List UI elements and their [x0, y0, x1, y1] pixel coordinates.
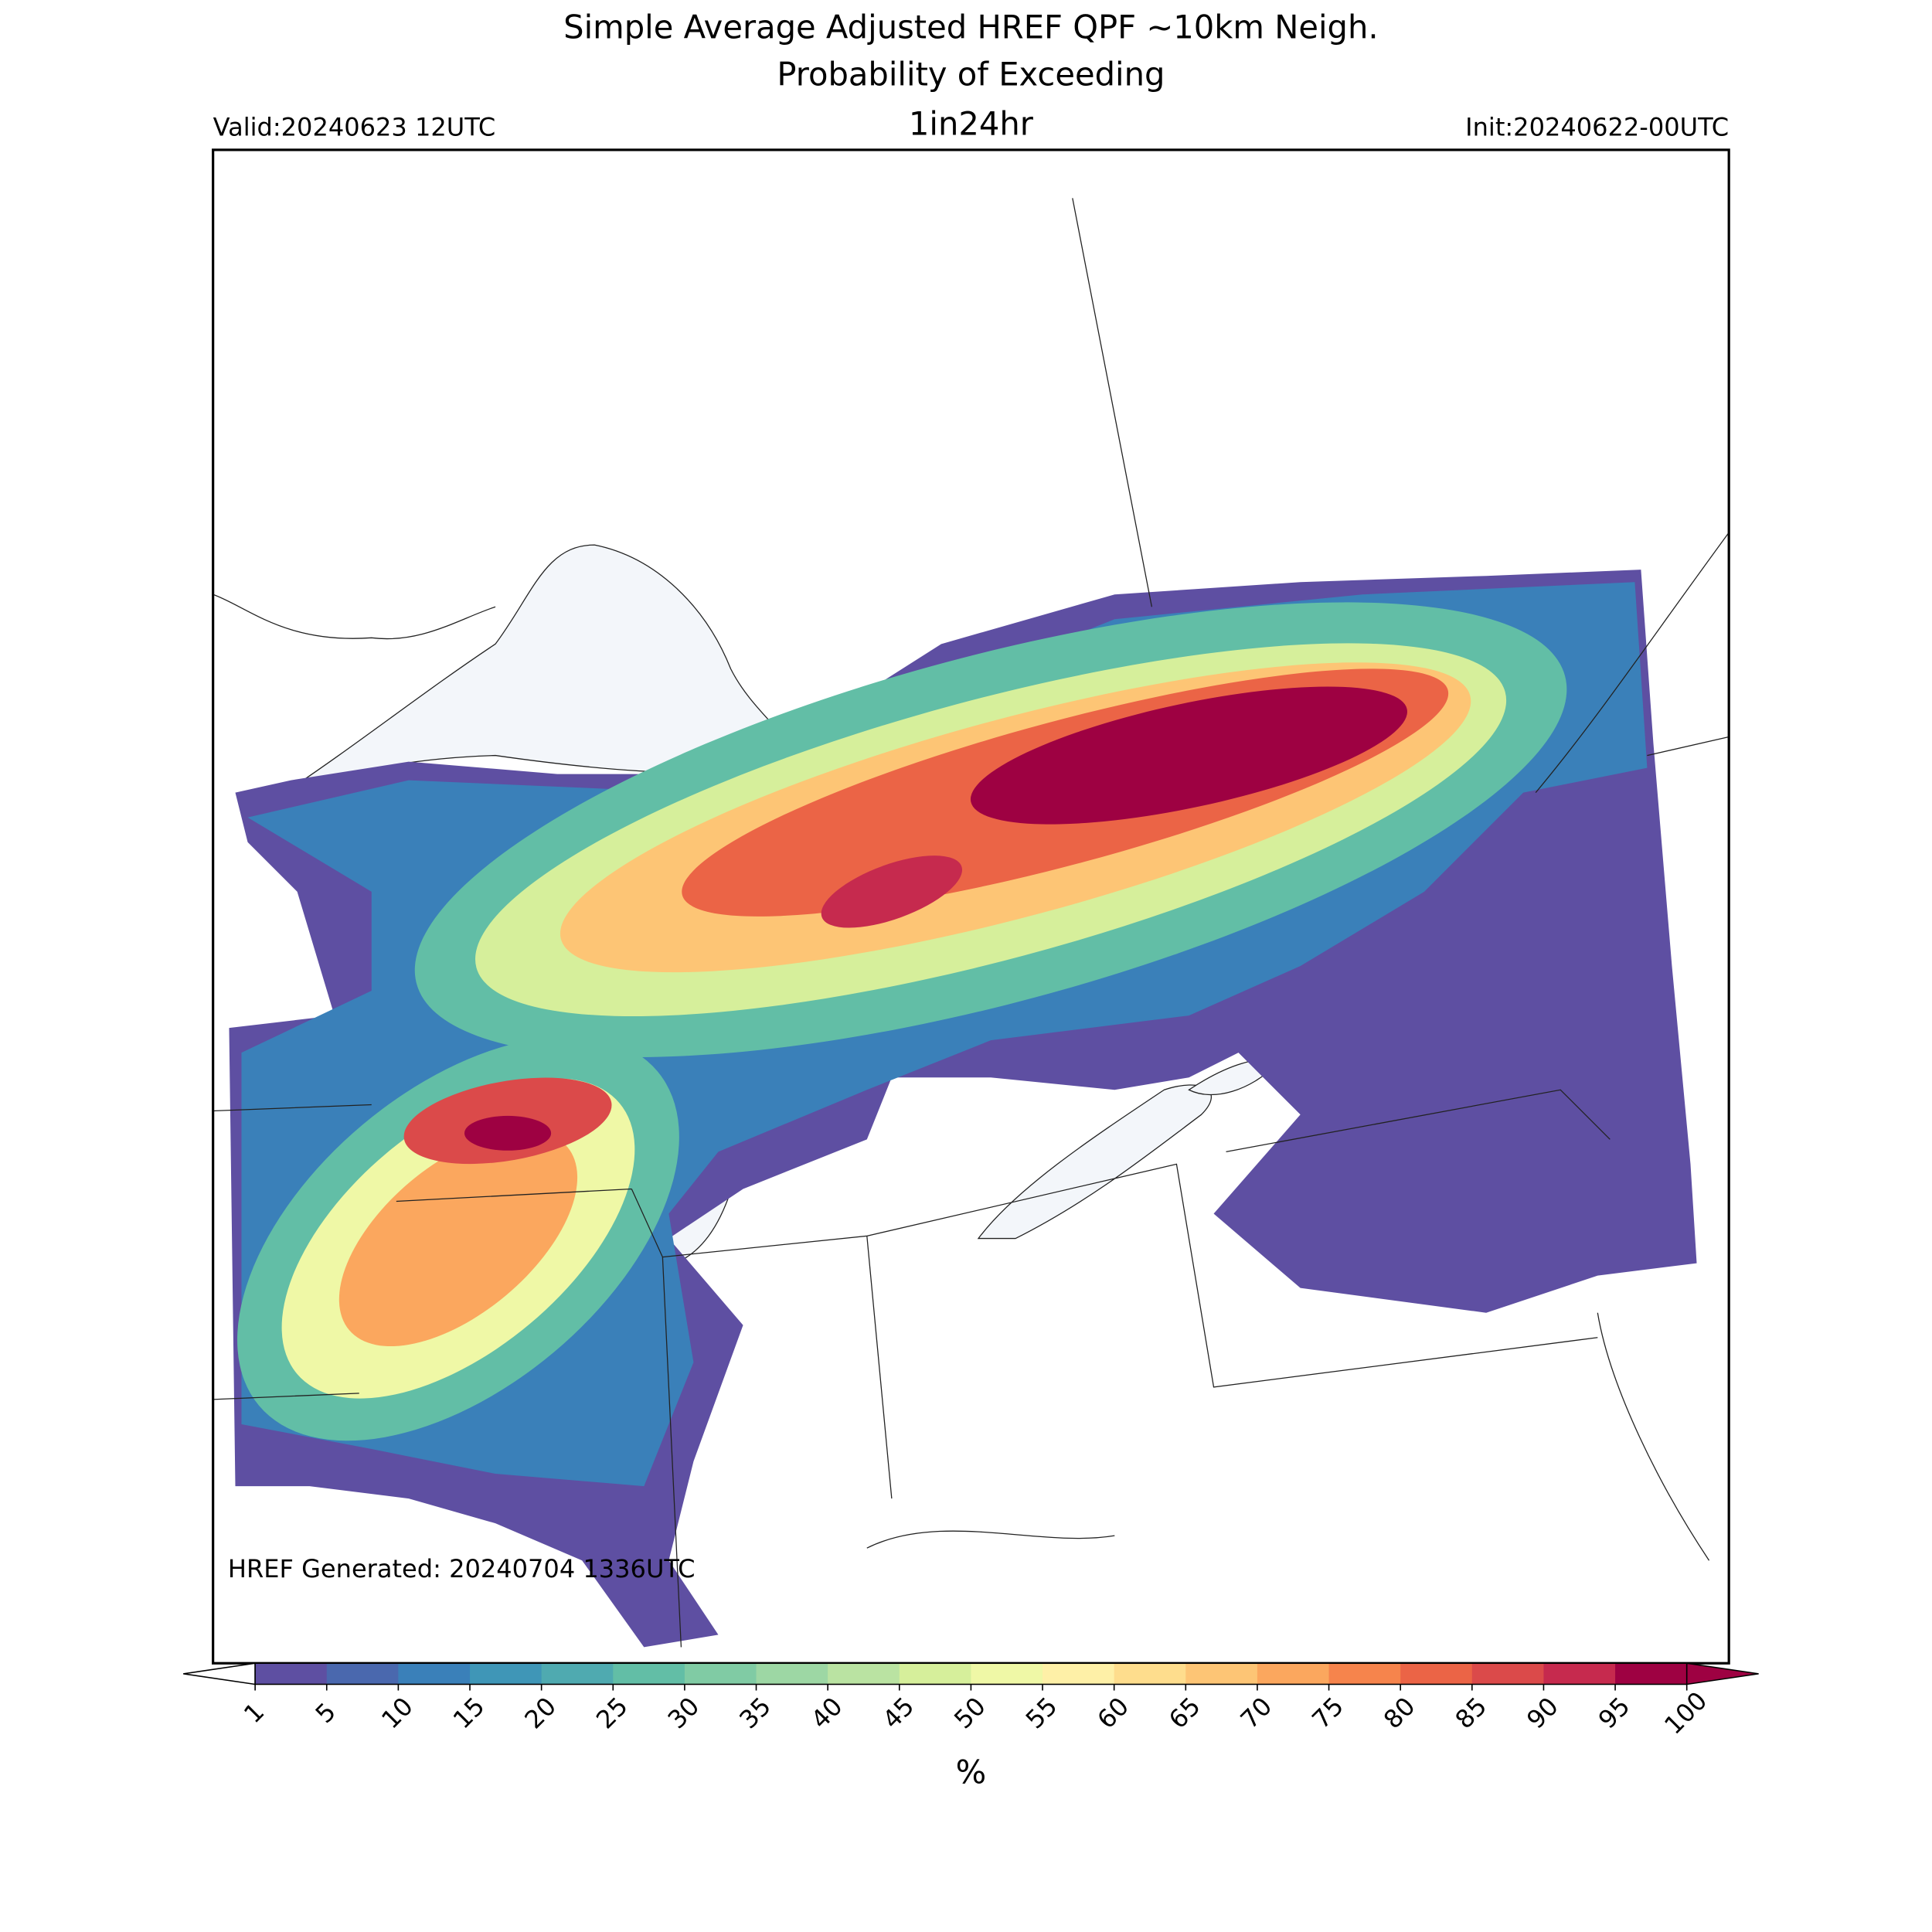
colorbar-segment: [684, 1663, 757, 1685]
valid-time: Valid:20240623 12UTC: [213, 113, 496, 142]
colorbar-segment: [1114, 1663, 1187, 1685]
colorbar-segment: [971, 1663, 1043, 1685]
colorbar-segment: [398, 1663, 471, 1685]
colorbar-segment: [828, 1663, 900, 1685]
colorbar-tick-label: 70: [1235, 1692, 1278, 1735]
colorbar-segment: [1328, 1663, 1401, 1685]
colorbar-tick-label: 5: [310, 1697, 342, 1729]
title-line: Simple Average Adjusted HREF QPF ~10km N…: [563, 8, 1379, 46]
title-line: Probability of Exceeding: [777, 55, 1165, 93]
colorbar-tick-label: 100: [1658, 1685, 1713, 1740]
colorbar-tick-label: 50: [948, 1692, 992, 1735]
colorbar-segment: [1400, 1663, 1473, 1685]
colorbar-segment: [1543, 1663, 1616, 1685]
colorbar: 1 5 10 15 20 25 30 35 40 45 50 55 60 65 70 75 80 85 90 95 10…: [183, 1662, 1759, 1791]
lake-erie: [977, 1084, 1212, 1240]
colorbar-segment: [541, 1663, 614, 1685]
colorbar-segment: [756, 1663, 828, 1685]
colorbar-tick-label: 95: [1593, 1692, 1636, 1735]
colorbar-segment: [326, 1663, 400, 1685]
colorbar-tick-label: 30: [662, 1692, 706, 1735]
precip-core: [237, 602, 1567, 1441]
colorbar-tick-label: 35: [733, 1692, 777, 1735]
border: [213, 198, 1730, 1648]
colorbar-tick-label: 15: [447, 1692, 491, 1735]
colorbar-segment: [613, 1663, 685, 1685]
init-time: Init:20240622-00UTC: [1465, 113, 1729, 142]
colorbar-tick-label: 45: [877, 1692, 920, 1735]
colorbar-segment: [1043, 1663, 1115, 1685]
colorbar-segment: [470, 1663, 543, 1685]
colorbar-segment: [1471, 1663, 1545, 1685]
colorbar-tick-label: 60: [1091, 1692, 1134, 1735]
colorbar-tick-label: 10: [376, 1692, 419, 1735]
colorbar-tick-label: 75: [1306, 1692, 1349, 1735]
colorbar-tick-label: 40: [805, 1692, 849, 1735]
subtitle: 1in24hr: [909, 104, 1034, 142]
colorbar-segment: [1615, 1663, 1688, 1685]
colorbar-tick-label: 90: [1521, 1692, 1564, 1735]
colorbar-tick-label: 25: [590, 1692, 634, 1735]
map: [213, 198, 1730, 1648]
colorbar-over: [1685, 1662, 1759, 1685]
colorbar-tick-label: 85: [1450, 1692, 1493, 1735]
colorbar-under: [183, 1662, 256, 1685]
colorbar-tick-label: 55: [1020, 1692, 1063, 1735]
colorbar-segment: [1185, 1663, 1258, 1685]
colorbar-segment: [899, 1663, 972, 1685]
colorbar-unit: %: [956, 1753, 987, 1791]
colorbar-segment: [255, 1663, 328, 1685]
colorbar-tick-label: 80: [1378, 1692, 1421, 1735]
colorbar-frame: [254, 1662, 1688, 1685]
colorbar-tick-label: 65: [1163, 1692, 1206, 1735]
lake-superior: [284, 544, 795, 794]
colorbar-tick-label: 1: [238, 1697, 270, 1729]
generated-note: HREF Generated: 20240704 1336UTC: [228, 1554, 696, 1583]
colorbar-tick-label: 20: [519, 1692, 562, 1735]
coastline: [213, 532, 1730, 1561]
colorbar-segment: [1257, 1663, 1330, 1685]
